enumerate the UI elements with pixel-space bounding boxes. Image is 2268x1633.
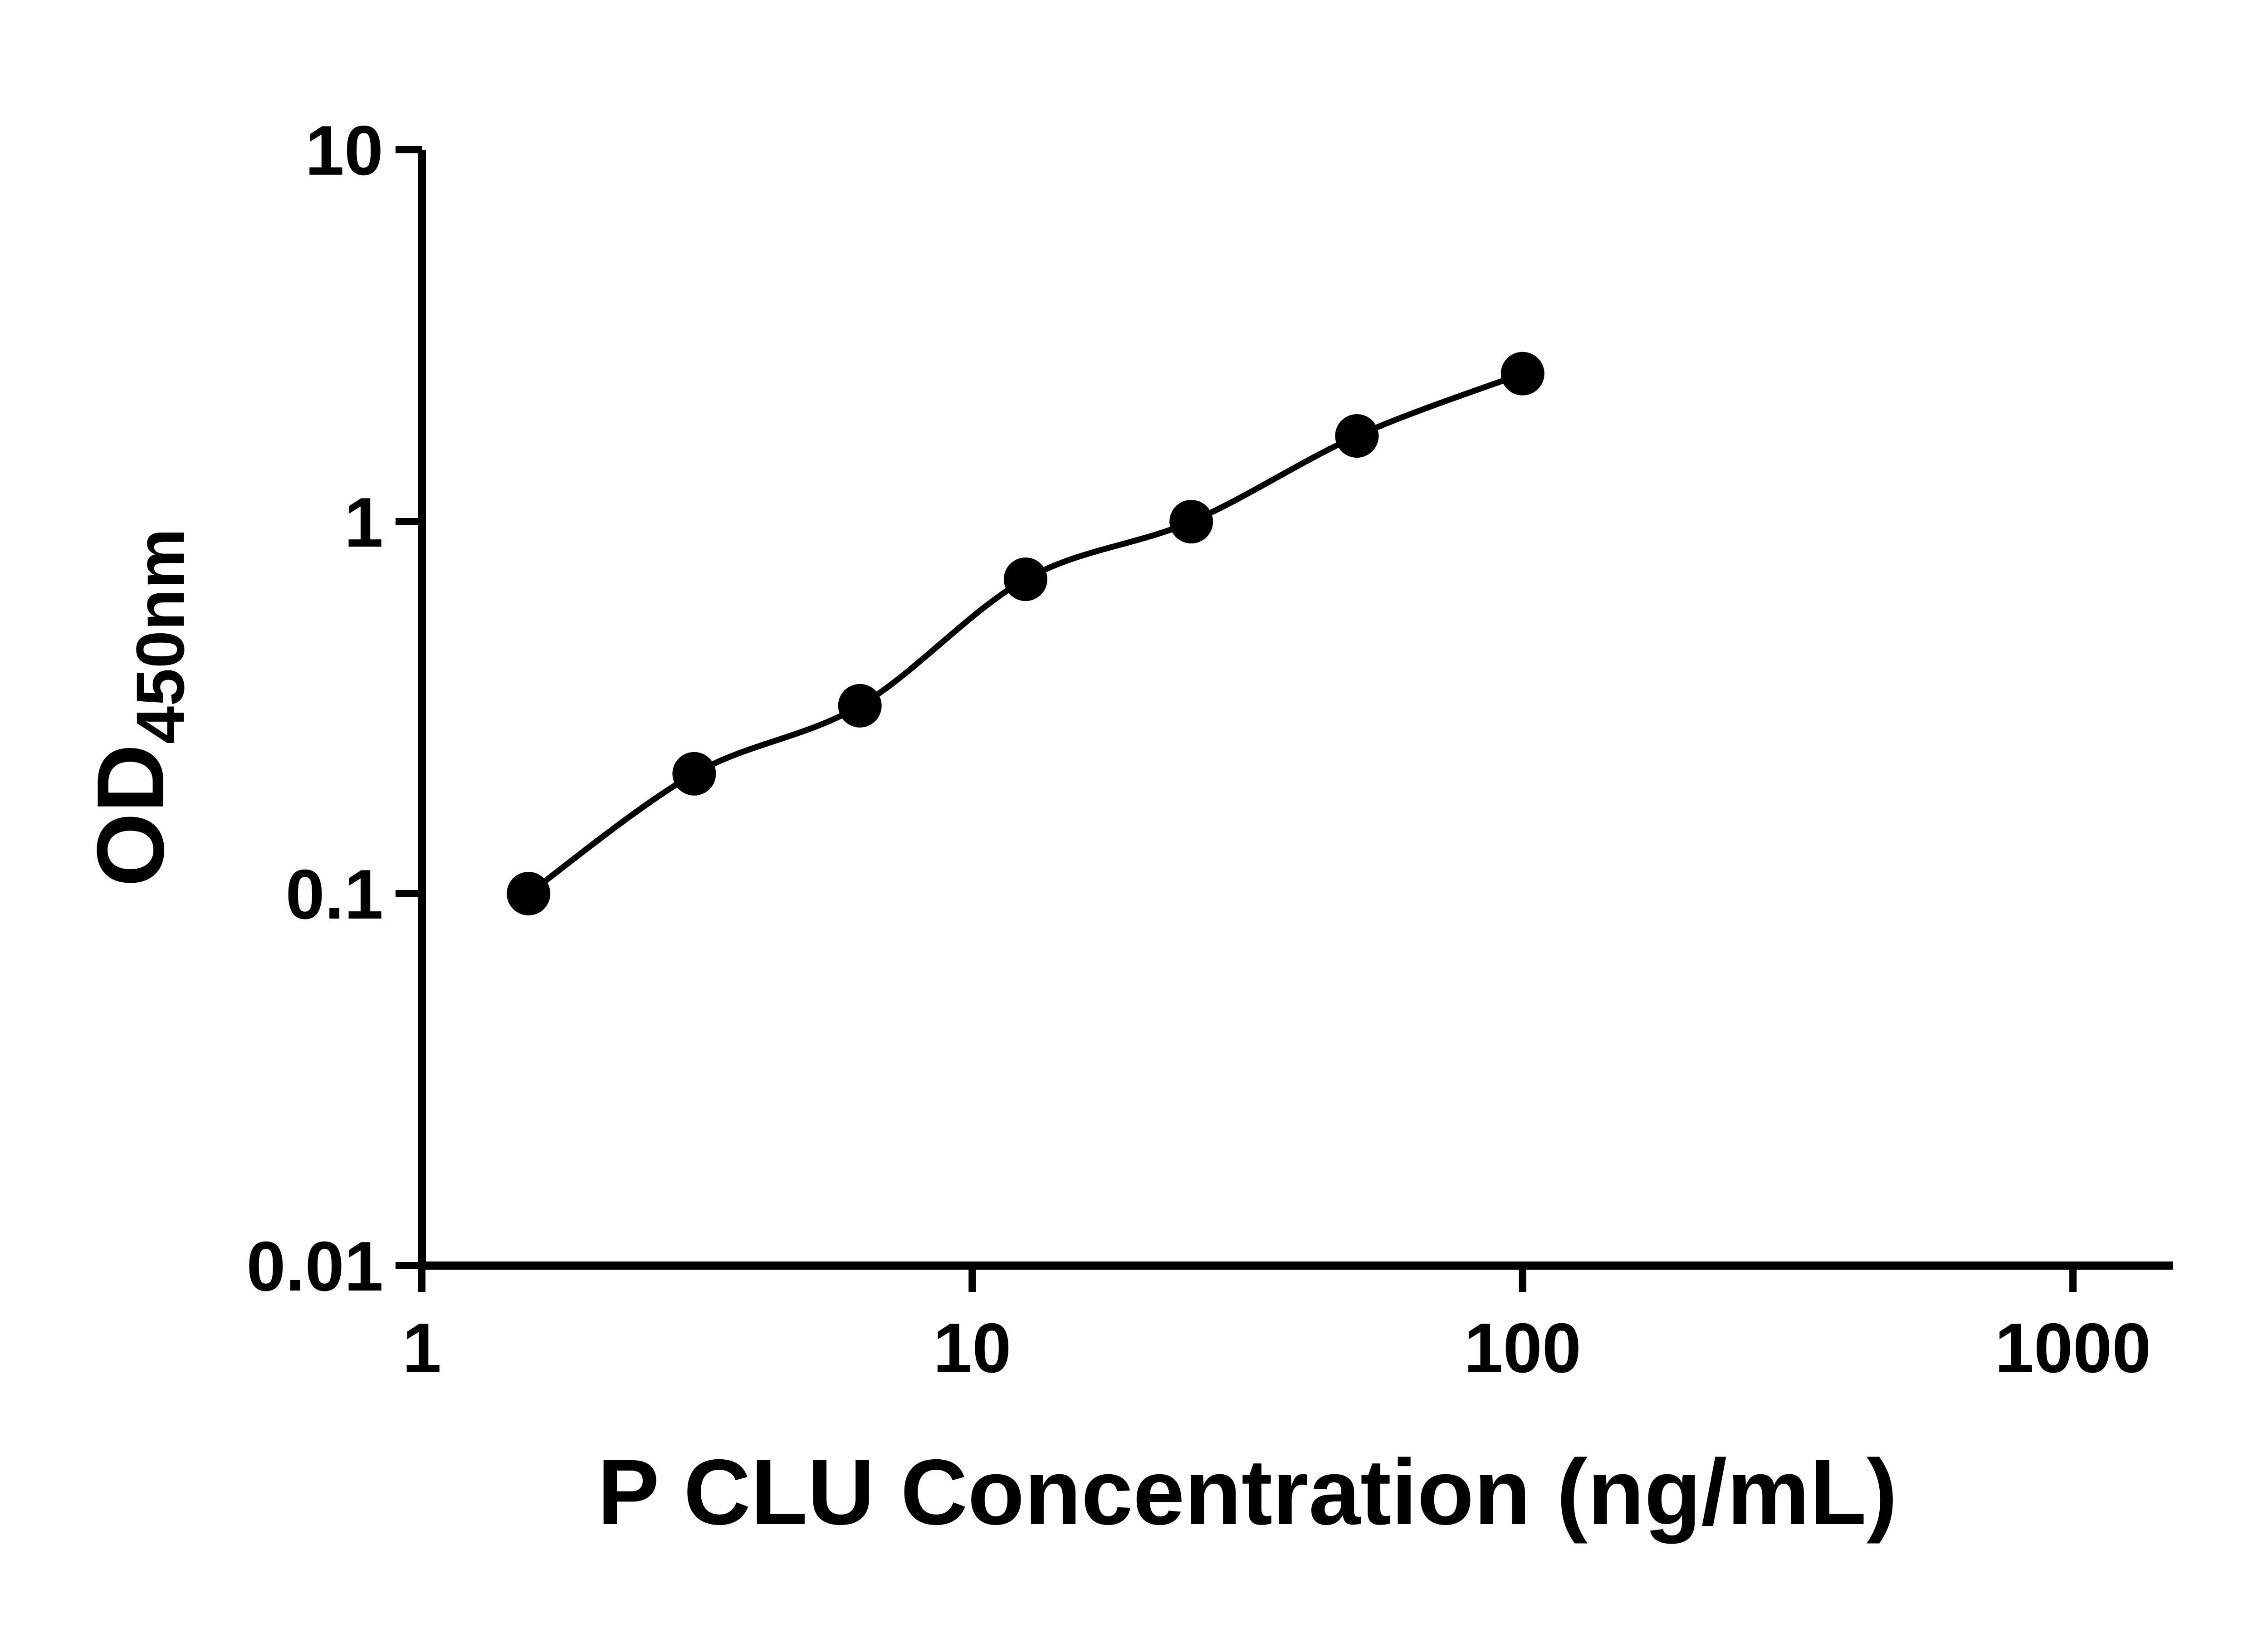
data-point: [672, 752, 716, 796]
data-points: [507, 352, 1545, 915]
y-axis-title-subscript: 450nm: [122, 528, 198, 744]
data-point: [1169, 500, 1213, 543]
y-tick-label: 10: [305, 111, 383, 190]
x-tick-label: 1: [402, 1309, 441, 1387]
y-tick-label: 1: [344, 483, 383, 562]
data-point: [1003, 557, 1047, 601]
y-tick-label: 0.1: [286, 855, 383, 934]
y-axis-title-main: OD: [77, 744, 184, 887]
axis-spine: [418, 150, 2173, 1270]
tick-labels: 1 10 100 1000 0.01 0.1 1 10: [246, 111, 2151, 1387]
data-point: [838, 684, 882, 728]
tick-marks: [396, 146, 2077, 1292]
x-tick-label: 10: [933, 1309, 1011, 1387]
x-axis-title: P CLU Concentration (ng/mL): [597, 1440, 1897, 1544]
y-axis-title: OD450nm: [77, 528, 198, 887]
y-tick-label: 0.01: [246, 1227, 383, 1305]
x-tick-label: 1000: [1995, 1309, 2151, 1387]
fit-curve: [527, 371, 1524, 896]
data-point: [1501, 352, 1545, 396]
axes: [418, 150, 2173, 1270]
data-point: [1335, 414, 1379, 458]
x-tick-label: 100: [1464, 1309, 1581, 1387]
data-point: [507, 872, 551, 915]
